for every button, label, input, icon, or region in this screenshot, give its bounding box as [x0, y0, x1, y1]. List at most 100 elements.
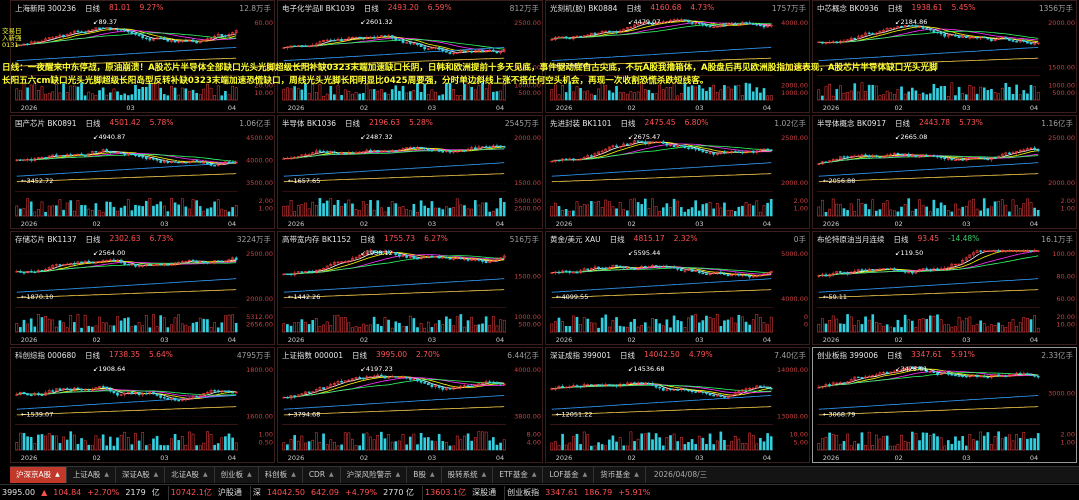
volume-bar	[191, 433, 195, 451]
tab-4[interactable]: 创业板 ▲	[215, 467, 259, 483]
candle-body	[751, 387, 755, 390]
volume-bar	[488, 440, 492, 451]
chart-panel-11[interactable]: 布伦特原油当月连续 日线 93.45 -14.48% 16.1万手 100.00 80.00…	[812, 231, 1077, 345]
volume-bar	[152, 83, 155, 101]
tab-12[interactable]: 货币基金 ▲	[594, 467, 646, 483]
candle-body	[1029, 250, 1033, 252]
tab-9[interactable]: 股转系统 ▲	[442, 467, 494, 483]
tab-5[interactable]: 科创板 ▲	[259, 467, 303, 483]
candle-body	[914, 25, 918, 27]
candle-body	[600, 267, 604, 270]
x-tick-label: 03	[962, 220, 970, 228]
candle-body	[452, 151, 455, 153]
candle-body	[36, 393, 40, 396]
volume-bar	[903, 204, 907, 217]
status-sz-turnover: 13603.1亿 深股通	[423, 485, 506, 500]
chart-panel-15[interactable]: 创业板指 399006 日线 3347.61 5.91% 2.33亿手 3000.00 2.…	[812, 347, 1077, 463]
chart-panel-14[interactable]: 深证成指 399001 日线 14042.50 4.79% 7.40亿手 14000.00…	[545, 347, 810, 463]
candle-body	[40, 157, 44, 159]
chart-panel-10[interactable]: 黄金/美元 XAU 日线 4815.17 2.32% 0手 5000.00 4000.00 0…	[545, 231, 810, 345]
candle-body	[647, 266, 651, 268]
chart-panel-2[interactable]: 光刻机(胶) BK0884 日线 4160.68 4.73% 1757万手 4000.00…	[545, 0, 810, 113]
candle-body	[488, 261, 492, 264]
volume-bar	[828, 320, 831, 333]
chart-panel-12[interactable]: 科创综指 000680 日线 1738.35 5.64% 4795万手 1800.00 16…	[10, 347, 275, 463]
tab-2[interactable]: 深证A股 ▲	[116, 467, 166, 483]
candle-body	[864, 32, 867, 36]
volume-bar	[51, 91, 55, 101]
volume-bar	[426, 94, 430, 101]
chart-panel-13[interactable]: 上证指数 000001 日线 3995.00 2.70% 6.44亿手 4000.00 38…	[277, 347, 543, 463]
volume-bar	[1000, 199, 1004, 217]
x-tick-label: 2026	[288, 104, 305, 112]
volume-bar	[918, 440, 921, 451]
candle-body	[65, 388, 69, 390]
volume-bar	[495, 325, 499, 333]
chart-panel-7[interactable]: 半导体概念 BK0917 日线 2443.78 5.73% 1.16亿手 2500.00 2…	[812, 115, 1077, 229]
volume-bar	[918, 94, 921, 101]
candle-body	[463, 385, 466, 387]
volume-bar	[173, 202, 177, 217]
high-label: ↙2487.32	[360, 133, 392, 141]
volume-bar	[557, 94, 561, 101]
panel-change: 5.64%	[149, 350, 173, 359]
volume-bar	[311, 201, 315, 217]
volume-bar	[216, 199, 220, 217]
chart-panel-4[interactable]: 国产芯片 BK0891 日线 4501.42 5.78% 1.06亿手 4500.00 40…	[10, 115, 275, 229]
candle-body	[651, 265, 654, 267]
candle-body	[604, 267, 608, 270]
tab-1[interactable]: 上证A股 ▲	[67, 467, 117, 483]
tab-0[interactable]: 沪深京A股 ▲	[10, 467, 67, 483]
candle-body	[195, 395, 199, 398]
volume-bar	[119, 434, 123, 451]
chart-panel-0[interactable]: 上海新阳 300236 日线 81.01 9.27% 12.8万手 60.00 80.00 2…	[10, 0, 275, 113]
candle-body	[730, 151, 734, 153]
chart-panel-8[interactable]: 存储芯片 BK1137 日线 2302.63 6.73% 3224万手 2500.00 20…	[10, 231, 275, 345]
volume-bar	[177, 204, 180, 217]
candle-body	[448, 257, 452, 260]
volume-bar	[62, 83, 65, 101]
chart-panel-5[interactable]: 半导体 BK1036 日线 2196.63 5.28% 2545万手 2000.00 150…	[277, 115, 543, 229]
chart-panel-6[interactable]: 先进封装 BK1101 日线 2475.45 6.80% 1.02亿手 2500.00 20…	[545, 115, 810, 229]
candle-body	[1011, 40, 1015, 42]
volume-bar	[741, 205, 744, 217]
status-sh-turnover-value: 10742.1亿	[170, 488, 212, 497]
chart-panel-1[interactable]: 电子化学品Ⅱ BK1039 日线 2493.20 6.59% 812万手 2500.00 2…	[277, 0, 543, 113]
candle-body	[1033, 250, 1036, 252]
volume-bar	[849, 203, 853, 217]
tab-3[interactable]: 北证A股 ▲	[165, 467, 215, 483]
candle-body	[849, 37, 853, 41]
candle-body	[622, 143, 626, 147]
tab-10[interactable]: ETF基金 ▲	[493, 467, 544, 483]
status-sh-connect[interactable]: 沪股通	[217, 488, 242, 497]
candle-body	[946, 371, 950, 375]
candle-body	[817, 163, 821, 165]
volume-bar	[394, 85, 398, 101]
volume-bar	[950, 443, 954, 451]
tab-8[interactable]: B股 ▲	[407, 467, 442, 483]
candle-body	[495, 145, 499, 147]
status-sz-connect[interactable]: 深股通	[472, 488, 497, 497]
tab-11[interactable]: LOF基金 ▲	[543, 467, 595, 483]
candle-body	[94, 387, 98, 390]
volume-bar	[708, 433, 712, 451]
volume-bar	[744, 443, 748, 451]
volume-bar	[383, 211, 387, 217]
volume-bar	[365, 84, 369, 101]
tab-label: CDR	[308, 470, 326, 479]
candle-body	[658, 386, 662, 389]
volume-bar	[419, 200, 423, 217]
candle-body	[180, 261, 184, 263]
candle-body	[369, 149, 372, 152]
x-tick-label: 02	[360, 104, 368, 112]
candle-body	[1029, 147, 1033, 150]
volume-bar	[586, 318, 590, 333]
tab-7[interactable]: 沪深风险警示 ▲	[341, 467, 408, 483]
candle-body	[383, 150, 387, 152]
volume-bar	[101, 322, 105, 333]
tab-6[interactable]: CDR ▲	[303, 467, 341, 483]
chart-panel-3[interactable]: 中芯概念 BK0936 日线 1938.61 5.45% 1356万手 2000.00 15…	[812, 0, 1077, 113]
chart-panel-9[interactable]: 高带宽内存 BK1152 日线 1755.73 6.27% 516万手 1500.00 10…	[277, 231, 543, 345]
volume-bar	[824, 211, 828, 217]
candle-body	[607, 267, 611, 269]
